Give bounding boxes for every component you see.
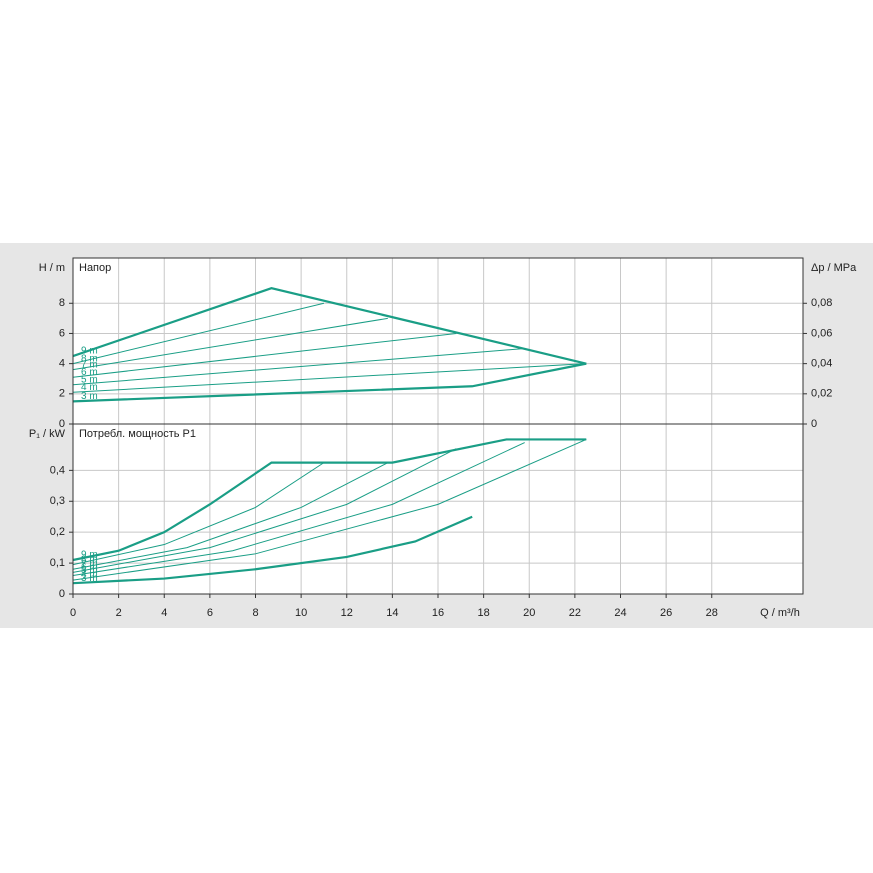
series-line: [72, 515, 473, 585]
series-line: [72, 302, 325, 365]
x-tick-label: 18: [478, 607, 490, 619]
y2-tick-label: 0,02: [811, 388, 832, 400]
x-tick-label: 6: [207, 607, 213, 619]
y-tick-label: 4: [59, 358, 65, 370]
series-label: 6 m: [81, 367, 98, 378]
x-tick-label: 20: [523, 607, 535, 619]
series-label: 5 m: [81, 565, 98, 576]
plot-frame: [72, 423, 804, 595]
series-line: [72, 448, 457, 573]
series-line: [72, 363, 587, 393]
x-tick-label: 2: [116, 607, 122, 619]
series-label: 4 m: [81, 382, 98, 393]
x-tick-label: 4: [161, 607, 167, 619]
x-tick-label: 14: [386, 607, 398, 619]
y-tick-label: 0,1: [50, 557, 65, 569]
y-tick-label: 2: [59, 388, 65, 400]
y-tick-label: 0,3: [50, 495, 65, 507]
y2-tick-label: 0: [811, 418, 817, 430]
series-label: 7 m: [81, 559, 98, 570]
y2-tick-label: 0,08: [811, 297, 832, 309]
series-label: 3 m: [81, 391, 98, 402]
chart-title: Потребл. мощность P1: [79, 428, 196, 440]
series-label: 3 m: [81, 573, 98, 584]
x-tick-label: 24: [614, 607, 626, 619]
y-tick-label: 0,4: [50, 464, 65, 476]
x-axis-label: Q / m³/h: [760, 607, 800, 619]
series-label: 9 m: [81, 550, 98, 561]
series-line: [72, 442, 525, 576]
y-tick-label: 0,2: [50, 526, 65, 538]
x-tick-label: 10: [295, 607, 307, 619]
series-line: [72, 438, 587, 562]
series-line: [72, 362, 587, 403]
series-label: 7 m: [81, 359, 98, 370]
series-line: [72, 317, 388, 371]
series-label: 9 m: [81, 346, 98, 357]
x-tick-label: 16: [432, 607, 444, 619]
y-tick-label: 6: [59, 327, 65, 339]
chart-title: Напор: [79, 262, 111, 274]
series-line: [72, 462, 325, 566]
series-label: 5 m: [81, 374, 98, 385]
y-tick-label: 0: [59, 588, 65, 600]
x-tick-label: 8: [252, 607, 258, 619]
series-line: [72, 348, 525, 386]
series-label: 8 m: [81, 353, 98, 364]
y-axis-label: H / m: [39, 262, 65, 274]
x-tick-label: 12: [341, 607, 353, 619]
y2-tick-label: 0,04: [811, 358, 832, 370]
series-label: 6 m: [81, 562, 98, 573]
y2-axis-label: Δp / MPa: [811, 262, 857, 274]
x-tick-label: 28: [706, 607, 718, 619]
y2-tick-label: 0,06: [811, 327, 832, 339]
series-label: 4 m: [81, 570, 98, 581]
series-line: [72, 462, 389, 570]
series-line: [72, 332, 457, 378]
series-line: [72, 287, 587, 365]
x-tick-label: 26: [660, 607, 672, 619]
series-label: 8 m: [81, 554, 98, 565]
y-tick-label: 8: [59, 297, 65, 309]
x-tick-label: 0: [70, 607, 76, 619]
y-tick-label: 0: [59, 418, 65, 430]
x-tick-label: 22: [569, 607, 581, 619]
y-axis-label: P₁ / kW: [29, 428, 66, 440]
series-line: [72, 438, 587, 581]
